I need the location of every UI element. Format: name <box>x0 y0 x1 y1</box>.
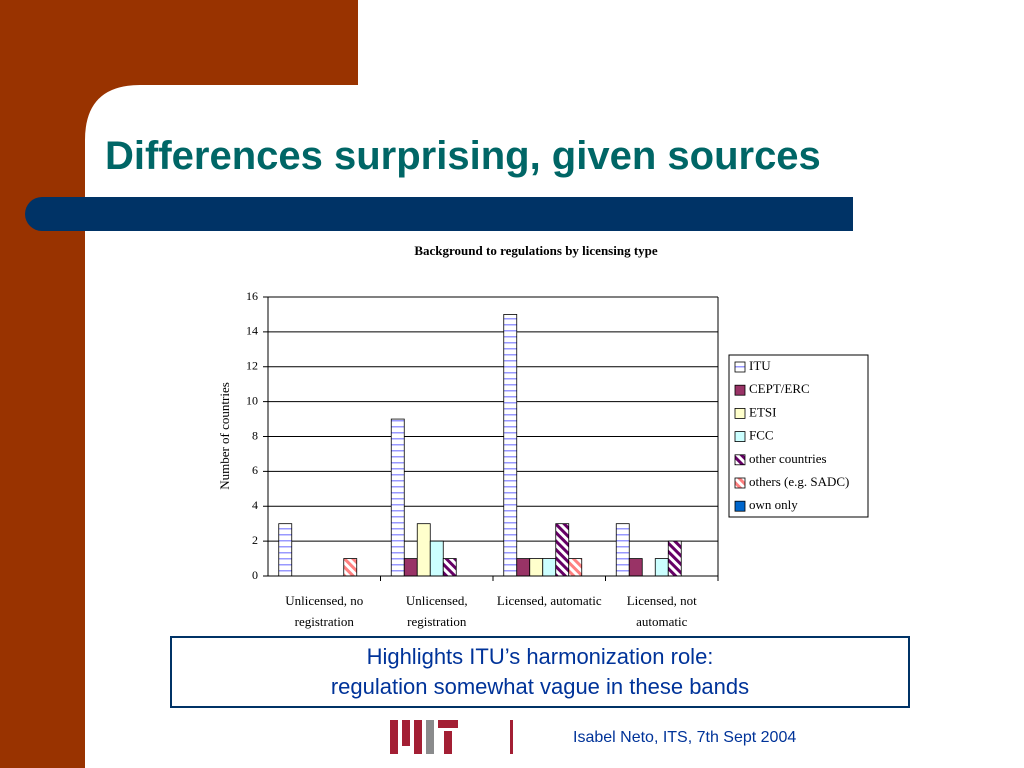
y-tick-label: 2 <box>252 533 258 547</box>
legend-marker <box>734 477 746 489</box>
mit-logo <box>390 720 513 754</box>
bar <box>529 558 544 577</box>
callout: Highlights ITU’s harmonization role: reg… <box>170 636 910 708</box>
bar <box>615 523 630 577</box>
x-tick-label: Licensed, automatic <box>496 593 602 608</box>
legend-marker <box>734 454 746 466</box>
slide-title: Differences surprising, given sources <box>105 134 821 178</box>
bar <box>654 558 669 577</box>
legend-label: ETSI <box>749 404 776 419</box>
x-tick-label: Unlicensed, registration <box>405 593 468 629</box>
callout-line: regulation somewhat vague in these bands <box>330 674 750 699</box>
bar <box>429 540 444 577</box>
bar <box>278 523 293 577</box>
y-tick-label: 14 <box>246 324 258 338</box>
bar <box>516 558 531 577</box>
y-tick-label: 10 <box>246 393 258 407</box>
legend-label: others (e.g. SADC) <box>749 474 849 489</box>
y-tick-label: 6 <box>252 463 258 477</box>
legend-label: CEPT/ERC <box>749 381 810 396</box>
bar <box>343 558 358 577</box>
legend-marker <box>734 431 746 443</box>
top-band <box>0 0 358 85</box>
legend-label: ITU <box>749 358 771 373</box>
bar <box>442 558 457 577</box>
legend-marker <box>734 500 746 512</box>
legend-marker <box>734 407 746 419</box>
bar <box>628 558 643 577</box>
bar <box>390 418 405 577</box>
chart-title: Background to regulations by licensing t… <box>414 243 658 258</box>
y-tick-label: 8 <box>252 428 258 442</box>
x-tick-label: Unlicensed, no registration <box>285 593 364 629</box>
bar <box>503 314 518 577</box>
legend-label: other countries <box>749 451 827 466</box>
y-axis-label: Number of countries <box>217 382 232 490</box>
y-tick-label: 4 <box>252 498 258 512</box>
y-tick-label: 0 <box>252 568 258 582</box>
footer: Isabel Neto, ITS, 7th Sept 2004 <box>573 729 797 746</box>
y-tick-label: 16 <box>246 289 258 303</box>
legend-label: own only <box>749 497 798 512</box>
corner <box>85 85 140 140</box>
bar <box>555 523 570 577</box>
bar <box>542 558 557 577</box>
legend-marker <box>734 361 746 373</box>
bar <box>568 558 583 577</box>
left-band <box>0 0 85 768</box>
x-tick-label: Licensed, not automatic <box>626 593 697 629</box>
legend-marker <box>734 384 746 396</box>
bar <box>403 558 418 577</box>
legend-box <box>728 354 869 518</box>
title-bar <box>25 197 853 231</box>
bar <box>416 523 431 577</box>
legend-label: FCC <box>749 428 774 443</box>
y-tick-label: 12 <box>246 359 258 373</box>
callout-line: Highlights ITU’s harmonization role: <box>366 644 714 669</box>
bar <box>667 540 682 577</box>
